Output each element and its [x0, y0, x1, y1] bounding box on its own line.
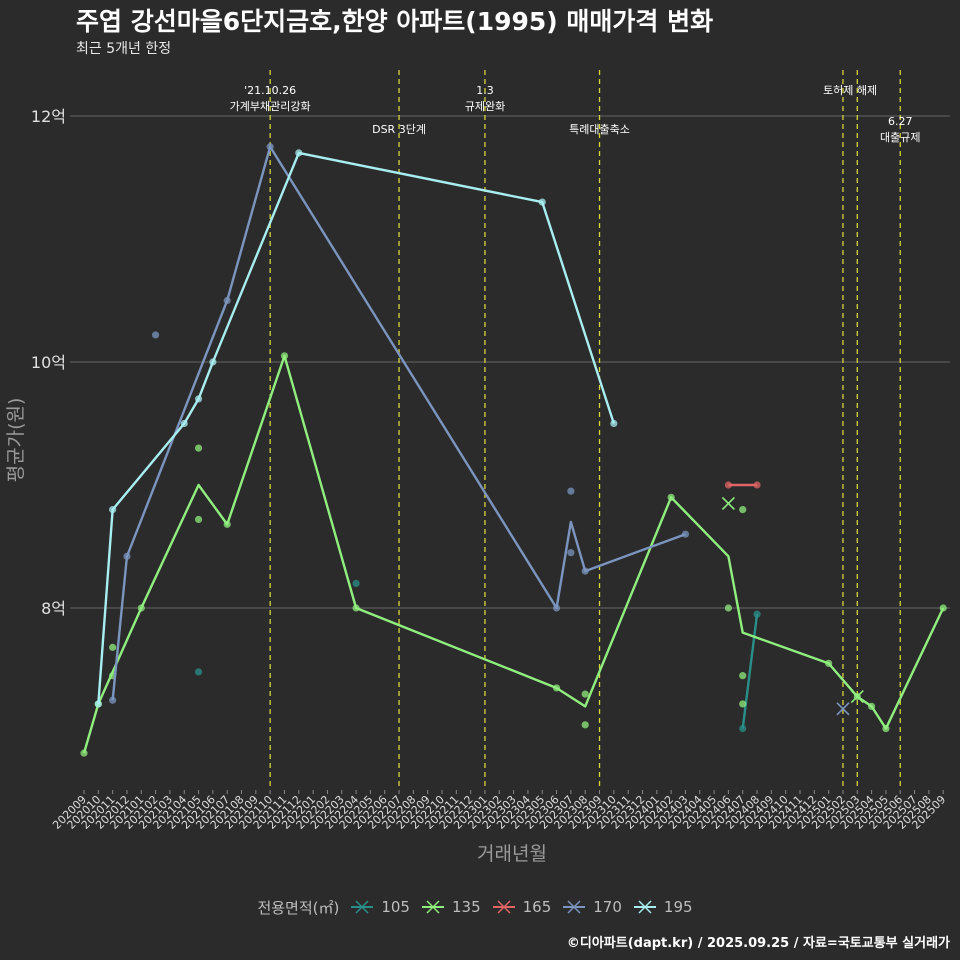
legend-title: 전용면적(㎡) — [257, 898, 340, 917]
source-caption: ©디아파트(dapt.kr) / 2025.09.25 / 자료=국토교통부 실… — [566, 936, 950, 951]
series-line-105 — [741, 614, 759, 729]
legend-key-cross — [355, 900, 369, 914]
cross-stroke — [850, 689, 864, 704]
data-point-135 — [223, 520, 231, 528]
data-point-170 — [109, 696, 117, 704]
policy-label: 대출규제 — [880, 131, 920, 144]
data-point-135 — [137, 604, 145, 612]
data-point-135 — [939, 604, 947, 612]
data-point-135 — [194, 444, 203, 452]
legend: 전용면적(㎡) 105 135 165 170 195 — [0, 893, 960, 921]
chart-title: 주엽 강선마을6단지금호,한양 아파트(1995) 매매가격 변화 — [76, 7, 714, 36]
legend-item-170: 170 — [561, 898, 622, 916]
y-tick-label: 8억 — [41, 599, 66, 618]
data-point-195 — [109, 506, 117, 514]
legend-key-cross — [567, 900, 581, 914]
data-point-135 — [825, 659, 833, 667]
chart-subtitle: 최근 5개년 한정 — [76, 41, 172, 57]
cross-marker-135 — [721, 496, 735, 511]
series-layer — [80, 143, 947, 757]
legend-key-cross — [638, 900, 652, 914]
legend-label: 170 — [593, 898, 622, 916]
policy-label: 6.27 — [888, 115, 913, 128]
legend-key-icon — [421, 900, 444, 914]
data-point-135 — [581, 721, 589, 729]
data-point-170 — [552, 604, 561, 612]
data-point-105 — [739, 724, 747, 733]
data-point-135 — [109, 643, 117, 651]
data-point-170 — [581, 567, 589, 575]
axis-layer: 8억10억12억20200920201020201120201220210120… — [5, 107, 948, 865]
data-point-135 — [882, 724, 890, 733]
grid-lines — [70, 115, 950, 609]
series-line-135 — [82, 354, 945, 754]
policy-label: 규제완화 — [465, 100, 505, 113]
data-point-170 — [681, 530, 690, 538]
legend-item-195: 195 — [632, 898, 693, 916]
data-point-135 — [352, 604, 360, 612]
legend-key-icon — [563, 900, 586, 914]
data-point-170 — [567, 549, 575, 557]
cross-stroke — [836, 702, 850, 716]
legend-key-icon — [633, 900, 656, 914]
data-point-170 — [223, 296, 231, 305]
y-tick-label: 12억 — [31, 107, 66, 126]
data-point-165 — [753, 481, 761, 489]
policy-label: DSR 3단계 — [372, 123, 426, 136]
data-point-195 — [180, 419, 188, 428]
data-point-165 — [724, 481, 733, 489]
y-axis-title: 평균가(원) — [5, 398, 27, 483]
legend-item-165: 165 — [491, 898, 552, 916]
data-point-135 — [80, 749, 88, 757]
legend-label: 165 — [522, 898, 552, 916]
legend-label: 105 — [381, 898, 410, 916]
data-point-195 — [295, 149, 303, 157]
data-point-195 — [538, 198, 546, 206]
data-point-105 — [753, 610, 761, 618]
data-point-170 — [567, 487, 575, 495]
data-point-135 — [739, 700, 747, 708]
data-point-135 — [280, 352, 289, 360]
data-point-195 — [194, 395, 203, 403]
policy-label: 가계부채관리강화 — [230, 100, 311, 113]
legend-item-135: 135 — [420, 898, 481, 916]
policy-label: 토허제 해제 — [823, 83, 877, 97]
data-point-170 — [152, 331, 160, 339]
x-axis-title: 거래년월 — [477, 843, 547, 865]
legend-key-cross — [426, 900, 440, 914]
data-point-170 — [266, 143, 274, 151]
data-point-170 — [123, 552, 131, 560]
data-point-135 — [552, 684, 561, 692]
data-point-105 — [194, 668, 203, 676]
legend-key-icon — [492, 900, 515, 914]
data-point-135 — [194, 515, 203, 524]
data-point-135 — [667, 493, 675, 501]
y-tick-label: 10억 — [31, 353, 66, 372]
data-point-135 — [739, 506, 747, 514]
data-point-135 — [868, 702, 876, 711]
cross-marker-135 — [850, 689, 864, 704]
legend-key-icon — [351, 900, 374, 914]
series-line-195 — [97, 151, 615, 705]
cross-marker-170 — [836, 702, 850, 716]
policy-label: '21.10.26 — [244, 84, 296, 97]
data-point-135 — [724, 604, 733, 612]
legend-label: 135 — [451, 898, 481, 916]
data-point-195 — [94, 700, 102, 708]
policy-label: 1.3 — [476, 84, 494, 97]
series-line-170 — [111, 145, 686, 701]
data-point-195 — [209, 358, 217, 366]
data-point-135 — [739, 672, 747, 680]
cross-stroke — [721, 496, 735, 511]
legend-item-105: 105 — [349, 898, 410, 916]
data-point-105 — [352, 579, 360, 588]
data-point-195 — [610, 419, 618, 428]
legend-label: 195 — [663, 898, 693, 916]
legend-key-cross — [497, 900, 511, 914]
policy-label: 특례대출축소 — [569, 123, 630, 136]
data-point-135 — [581, 690, 589, 698]
